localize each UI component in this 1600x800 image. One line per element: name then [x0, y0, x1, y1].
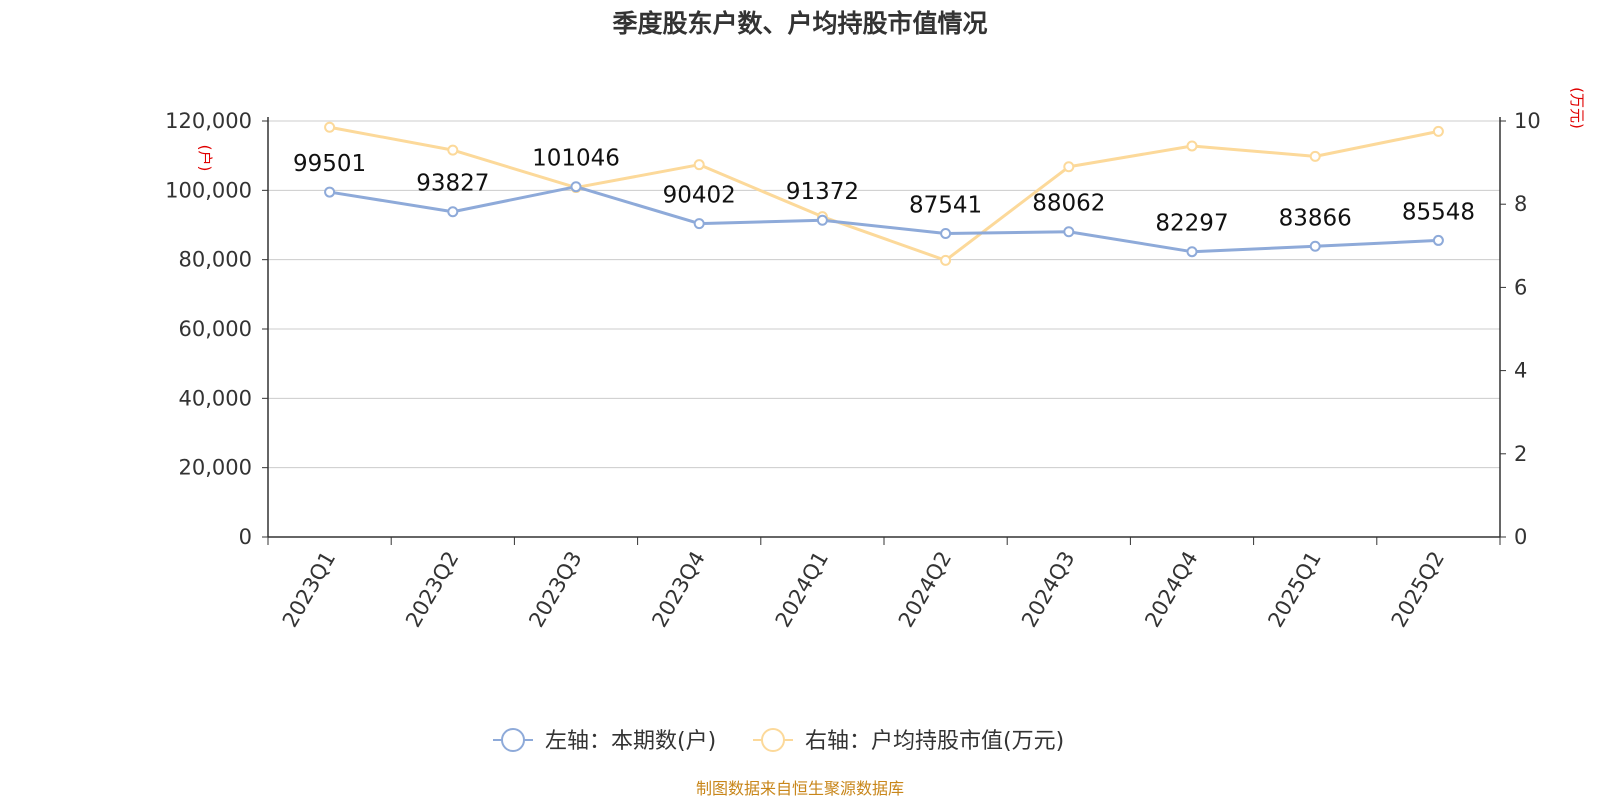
left-tick-label: 100,000: [165, 178, 252, 202]
data-label: 85548: [1402, 199, 1475, 225]
right-tick-label: 0: [1514, 525, 1527, 549]
data-label: 88062: [1032, 191, 1105, 217]
right-tick-label: 6: [1514, 275, 1527, 299]
x-tick-label: 2024Q2: [894, 547, 956, 631]
data-point-shareholders[interactable]: [570, 181, 582, 193]
data-point-avg-value[interactable]: [447, 144, 459, 156]
x-tick-label: 2025Q1: [1263, 547, 1325, 631]
legend-item-right[interactable]: 右轴：户均持股市值(万元): [753, 728, 1064, 754]
data-label: 101046: [532, 146, 620, 172]
x-tick-label: 2023Q2: [401, 547, 463, 631]
x-tick-label: 2023Q4: [647, 547, 709, 631]
left-tick-label: 40,000: [179, 386, 252, 410]
left-tick-label: 0: [239, 525, 252, 549]
data-label: 82297: [1155, 211, 1228, 237]
data-labels: 99501 93827 101046 90402 91372 87541 88062 8229…: [293, 146, 1475, 237]
right-tick-label: 2: [1514, 442, 1527, 466]
legend-marker-left: [501, 728, 525, 752]
data-point-shareholders[interactable]: [693, 218, 705, 230]
legend[interactable]: 左轴：本期数(户) 右轴：户均持股市值(万元): [493, 728, 1064, 754]
data-point-avg-value[interactable]: [1186, 140, 1198, 152]
legend-label-left: 左轴：本期数(户): [545, 729, 716, 754]
data-point-avg-value[interactable]: [1063, 161, 1075, 173]
right-axis-unit: (万元): [1568, 87, 1586, 129]
series-group: [324, 121, 1444, 266]
x-tick-label: 2024Q4: [1140, 547, 1202, 631]
left-tick-label: 60,000: [179, 317, 252, 341]
x-tick-label: 2023Q3: [524, 547, 586, 631]
legend-marker-right: [761, 728, 785, 752]
data-point-shareholders[interactable]: [447, 206, 459, 218]
data-point-shareholders[interactable]: [1309, 240, 1321, 252]
x-tick-label: 2024Q1: [771, 547, 833, 631]
data-point-shareholders[interactable]: [816, 214, 828, 226]
data-label: 87541: [909, 193, 982, 219]
data-label: 90402: [663, 183, 736, 209]
left-tick-label: 120,000: [165, 109, 252, 133]
legend-item-left[interactable]: 左轴：本期数(户): [493, 728, 716, 754]
data-point-avg-value[interactable]: [1432, 125, 1444, 137]
right-tick-label: 10: [1514, 109, 1541, 133]
data-point-shareholders[interactable]: [1186, 246, 1198, 258]
right-tick-label: 4: [1514, 359, 1527, 383]
data-point-shareholders[interactable]: [940, 228, 952, 240]
left-axis-unit: (户): [196, 145, 214, 172]
source-note: 制图数据来自恒生聚源数据库: [696, 779, 904, 798]
data-label: 99501: [293, 151, 366, 177]
left-tick-label: 80,000: [179, 248, 252, 272]
series-line-avg-value: [329, 125, 1439, 262]
right-tick-label: 8: [1514, 192, 1527, 216]
data-point-avg-value[interactable]: [693, 159, 705, 171]
grid-lines: [268, 120, 1500, 469]
x-tick-label: 2024Q3: [1017, 547, 1079, 631]
data-label: 93827: [416, 171, 489, 197]
data-point-shareholders[interactable]: [1432, 234, 1444, 246]
legend-label-right: 右轴：户均持股市值(万元): [805, 729, 1064, 754]
x-tick-label: 2023Q1: [278, 547, 340, 631]
data-point-shareholders[interactable]: [1063, 226, 1075, 238]
data-point-shareholders[interactable]: [324, 186, 336, 198]
left-tick-label: 20,000: [179, 456, 252, 480]
data-label: 91372: [786, 179, 859, 205]
x-tick-label: 2025Q2: [1387, 547, 1449, 631]
data-point-avg-value[interactable]: [324, 121, 336, 133]
data-point-avg-value[interactable]: [1309, 150, 1321, 162]
data-label: 83866: [1279, 205, 1352, 231]
chart-title: 季度股东户数、户均持股市值情况: [612, 9, 987, 38]
data-point-avg-value[interactable]: [940, 254, 952, 266]
series-line-shareholders: [329, 185, 1439, 254]
